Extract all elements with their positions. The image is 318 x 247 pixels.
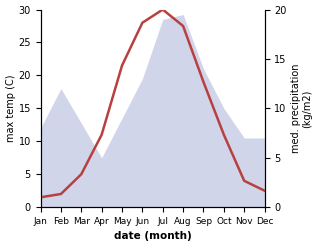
Y-axis label: med. precipitation
(kg/m2): med. precipitation (kg/m2) [291, 64, 313, 153]
X-axis label: date (month): date (month) [114, 231, 191, 242]
Y-axis label: max temp (C): max temp (C) [5, 75, 16, 142]
